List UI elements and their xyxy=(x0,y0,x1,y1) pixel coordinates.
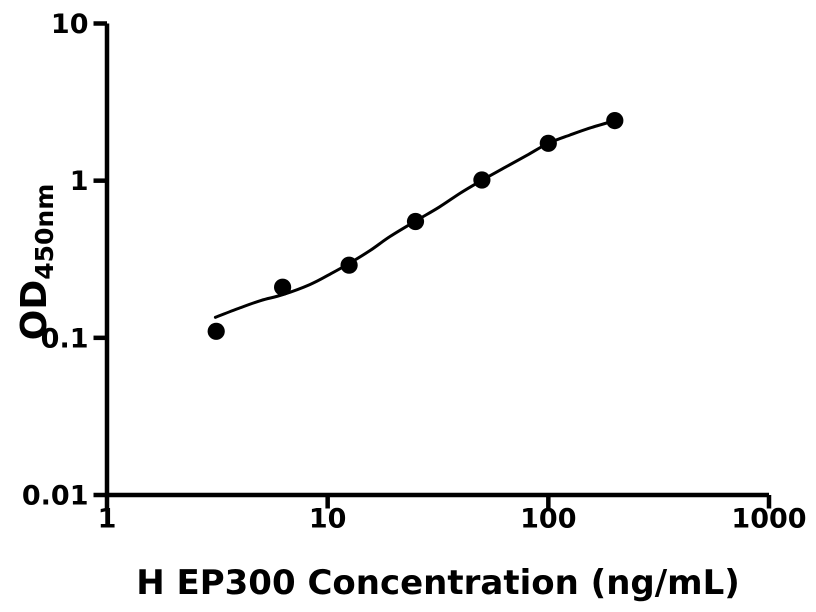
axes-layer: 0.01 0.1 1 10 1 10 100 1000 xyxy=(22,9,807,535)
x-axis-title: H EP300 Concentration (ng/mL) xyxy=(136,563,740,603)
y-axis-title-main: OD xyxy=(14,280,55,341)
data-point-marker xyxy=(539,134,557,152)
data-point-marker xyxy=(340,256,358,274)
axis-spines xyxy=(104,23,769,498)
y-tick-label: 10 xyxy=(51,9,89,40)
data-point-marker xyxy=(606,112,624,130)
data-point-marker xyxy=(274,278,292,296)
y-tick-label: 0.1 xyxy=(41,323,89,354)
y-tick-label: 0.01 xyxy=(22,481,89,512)
x-tick-label: 100 xyxy=(520,504,576,535)
data-point-marker xyxy=(406,212,425,231)
data-point-marker xyxy=(207,322,225,340)
plot-layer xyxy=(207,112,624,340)
x-tick-label: 10 xyxy=(309,504,347,535)
data-point-marker xyxy=(473,171,491,189)
y-axis-title: OD450nm xyxy=(14,184,59,341)
y-tick-label: 1 xyxy=(70,166,89,197)
x-tick-label: 1 xyxy=(98,504,117,535)
x-tick-label: 1000 xyxy=(731,504,806,535)
y-axis-title-subscript: 450nm xyxy=(30,184,59,280)
